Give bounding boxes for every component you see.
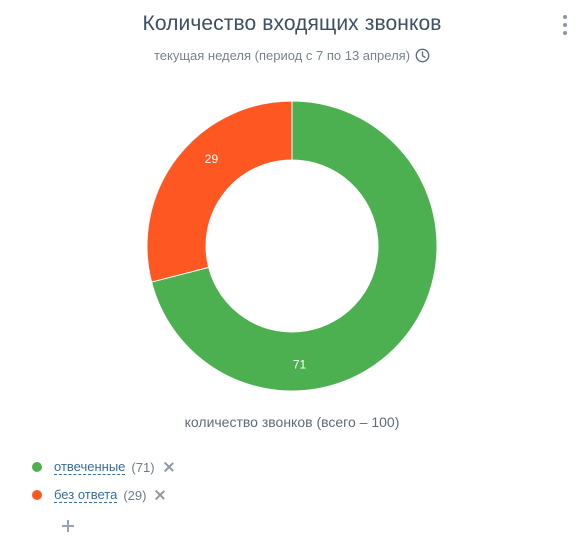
period-subtitle-row: текущая неделя (период с 7 по 13 апреля) (0, 48, 584, 66)
widget-menu-button[interactable] (556, 14, 574, 36)
chart-total-label: количество звонков (всего – 100) (184, 414, 400, 430)
legend-color-dot (32, 462, 42, 472)
close-icon[interactable] (155, 490, 165, 500)
clock-icon[interactable] (415, 48, 430, 66)
period-subtitle: текущая неделя (период с 7 по 13 апреля) (153, 48, 411, 63)
more-vertical-icon (563, 15, 567, 19)
donut-data-label-unanswered: 29 (205, 152, 219, 166)
legend-item-answered: отвеченные (71) (30, 453, 174, 481)
legend-color-dot (32, 490, 42, 500)
legend-count-unanswered: (29) (123, 487, 147, 503)
more-vertical-icon-dot (563, 31, 567, 35)
legend-label-unanswered[interactable]: без ответа (54, 487, 118, 503)
plus-icon[interactable] (61, 519, 75, 533)
close-icon[interactable] (164, 462, 174, 472)
donut-slice-unanswered[interactable] (146, 100, 293, 283)
legend-count-answered: (71) (131, 459, 155, 475)
more-vertical-icon-dot (563, 23, 567, 27)
chart-legend: отвеченные (71) без ответа (29) (30, 453, 174, 509)
widget-title: Количество входящих звонков (142, 12, 442, 35)
donut-slice-answered[interactable] (150, 100, 438, 392)
donut-data-label-answered: 71 (293, 357, 307, 371)
legend-item-unanswered: без ответа (29) (30, 481, 174, 509)
legend-label-answered[interactable]: отвеченные (54, 459, 126, 475)
